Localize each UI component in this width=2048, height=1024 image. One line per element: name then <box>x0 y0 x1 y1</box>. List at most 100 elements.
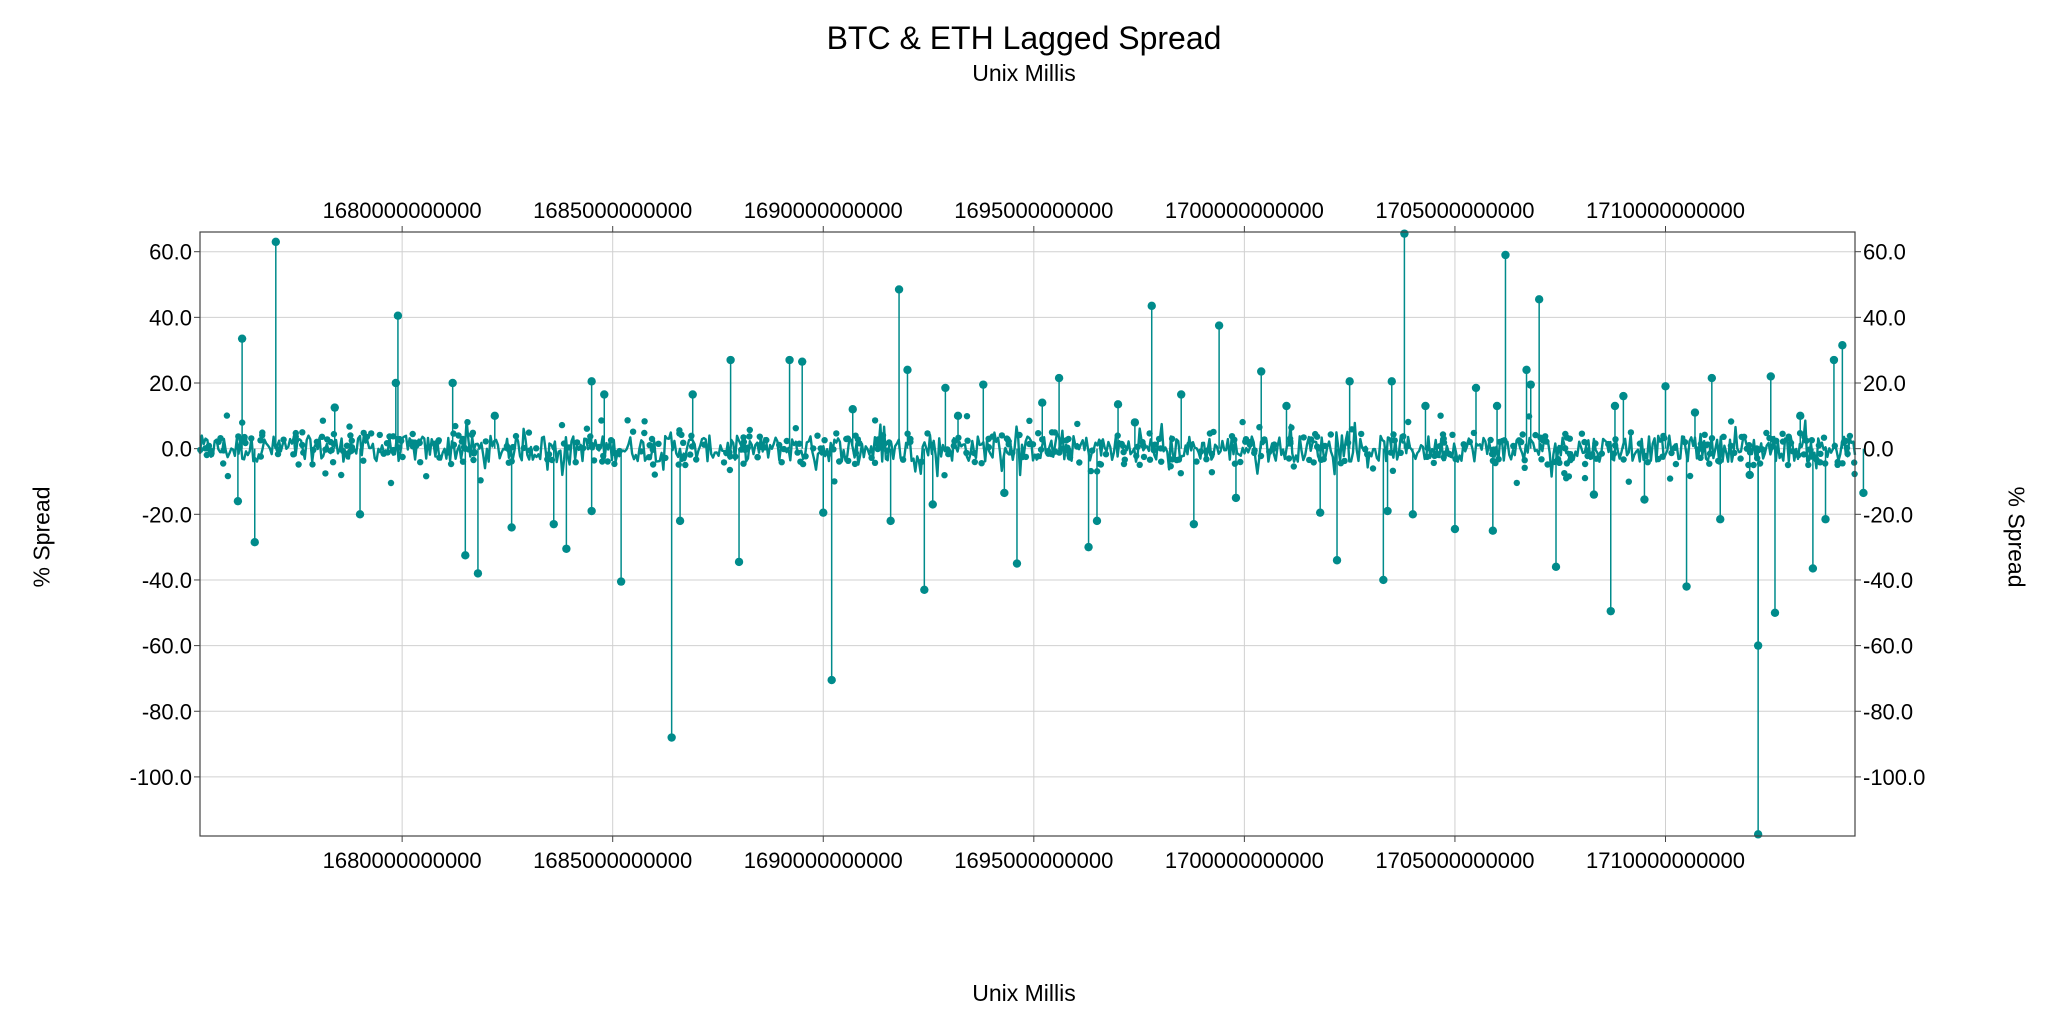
noise-point <box>1433 450 1441 457</box>
noise-point <box>1285 455 1293 462</box>
noise-point <box>978 460 985 467</box>
noise-point <box>648 435 656 443</box>
data-point <box>1753 830 1763 839</box>
noise-point <box>723 449 730 457</box>
noise-point <box>756 433 763 440</box>
x-tick-label-top: 1690000000000 <box>744 198 903 223</box>
noise-point <box>295 461 302 468</box>
x-tick-label-bottom: 1680000000000 <box>323 848 482 873</box>
noise-point <box>1686 472 1694 480</box>
data-point <box>819 508 828 517</box>
noise-point <box>754 454 761 461</box>
noise-point <box>1460 441 1467 448</box>
noise-point <box>856 440 863 447</box>
noise-point <box>330 430 338 438</box>
noise-point <box>941 472 948 479</box>
noise-point <box>572 459 579 466</box>
noise-point <box>1261 436 1268 443</box>
noise-point <box>1009 449 1016 456</box>
noise-point <box>310 446 317 454</box>
noise-point <box>971 449 978 457</box>
noise-point <box>1532 431 1539 439</box>
noise-point <box>1727 418 1735 425</box>
noise-point <box>637 448 645 455</box>
data-point <box>1315 508 1325 517</box>
noise-point <box>505 459 512 466</box>
noise-point <box>740 460 747 467</box>
noise-point <box>1620 456 1627 463</box>
data-point <box>461 551 470 560</box>
noise-point <box>299 429 306 436</box>
data-point <box>667 733 676 742</box>
noise-point <box>1581 438 1588 446</box>
data-point <box>1421 401 1430 411</box>
data-point <box>785 355 794 365</box>
data-point <box>233 496 243 506</box>
data-point <box>1838 341 1847 350</box>
noise-point <box>884 447 891 454</box>
noise-point <box>1074 443 1081 450</box>
noise-point <box>1740 433 1748 440</box>
data-point <box>1450 524 1460 534</box>
noise-point <box>1727 442 1735 449</box>
noise-point <box>1592 440 1599 447</box>
noise-point <box>1803 437 1810 444</box>
noise-point <box>1745 442 1753 449</box>
noise-point <box>646 442 653 449</box>
noise-point <box>322 470 329 477</box>
noise-point <box>482 438 489 445</box>
noise-point <box>459 435 466 443</box>
data-point <box>1345 377 1354 386</box>
noise-point <box>583 425 591 432</box>
noise-point <box>1430 459 1438 467</box>
noise-point <box>624 417 631 424</box>
noise-point <box>776 441 783 449</box>
noise-point <box>1668 449 1675 457</box>
noise-point <box>1510 442 1517 450</box>
noise-point <box>292 433 299 440</box>
noise-point <box>1681 439 1689 446</box>
noise-point <box>1513 479 1521 487</box>
noise-point <box>1815 442 1823 449</box>
data-point <box>1387 377 1396 386</box>
noise-point <box>1642 452 1649 460</box>
x-tick-label-top: 1695000000000 <box>954 198 1113 223</box>
noise-point <box>1598 450 1606 457</box>
noise-point <box>1102 451 1110 458</box>
noise-point <box>1251 447 1258 454</box>
noise-point <box>338 471 345 479</box>
noise-point <box>971 458 978 466</box>
noise-point <box>224 472 232 480</box>
data-point <box>1488 526 1498 535</box>
noise-point <box>471 448 478 456</box>
data-point <box>1610 401 1620 411</box>
noise-point <box>1089 447 1096 454</box>
noise-point <box>629 428 637 435</box>
noise-point <box>275 446 282 453</box>
data-point <box>1177 390 1186 399</box>
noise-point <box>1521 464 1528 471</box>
noise-point <box>560 440 568 447</box>
data-point <box>1092 516 1102 526</box>
noise-point <box>1246 441 1254 448</box>
noise-point <box>655 440 662 447</box>
data-point <box>1471 383 1481 393</box>
noise-point <box>1567 456 1574 464</box>
x-axis-label: Unix Millis <box>972 980 1076 1006</box>
noise-point <box>477 477 484 484</box>
noise-point <box>1016 431 1023 439</box>
x-tick-label-bottom: 1710000000000 <box>1586 848 1745 873</box>
noise-point <box>1151 441 1159 448</box>
noise-point <box>1173 456 1180 464</box>
noise-point <box>468 431 476 438</box>
noise-point <box>1440 439 1448 446</box>
x-tick-label-top: 1685000000000 <box>533 198 692 223</box>
noise-point <box>1834 461 1841 468</box>
noise-point <box>874 436 882 443</box>
noise-point <box>1808 437 1816 444</box>
data-point <box>1589 490 1599 499</box>
noise-point <box>649 461 657 468</box>
noise-point <box>329 459 337 466</box>
noise-point <box>1704 441 1711 448</box>
y-tick-label-left: -80.0 <box>142 699 192 724</box>
